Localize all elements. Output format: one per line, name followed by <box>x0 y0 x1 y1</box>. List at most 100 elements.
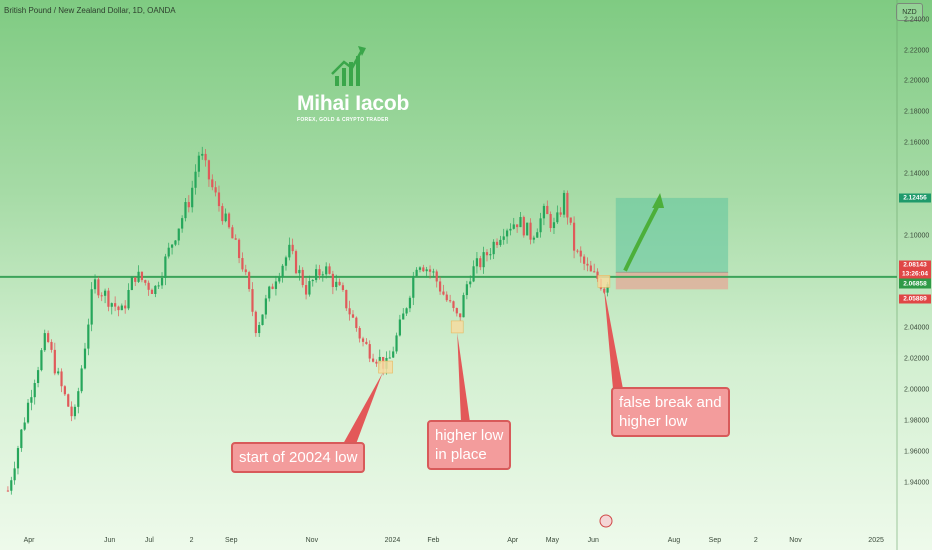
candle-body <box>261 314 264 326</box>
x-tick-label: 2025 <box>868 537 884 544</box>
candle-body <box>47 333 50 342</box>
candle-body <box>127 289 130 309</box>
candle-body <box>304 285 308 295</box>
candle-body <box>87 324 90 349</box>
candle-body <box>234 238 237 240</box>
candle-body <box>184 202 187 219</box>
candle-body <box>569 217 572 223</box>
candle-body <box>291 244 294 252</box>
candle-body <box>559 212 562 215</box>
candle-body <box>432 271 435 273</box>
candle-body <box>16 448 20 469</box>
y-tick-label: 2.14000 <box>904 170 930 178</box>
candle-body <box>593 271 596 273</box>
pattern-zone <box>597 275 611 288</box>
candle-body <box>194 171 197 188</box>
candle-body <box>60 371 63 387</box>
candle-body <box>529 222 532 240</box>
candle-body <box>294 251 298 274</box>
candle-body <box>227 213 231 228</box>
candle-body <box>452 301 455 309</box>
x-tick-label: 2024 <box>384 537 401 544</box>
x-tick-label: Aug <box>667 537 681 544</box>
candle-body <box>482 252 485 268</box>
candle-body <box>271 286 274 289</box>
candle-body <box>509 228 512 231</box>
candle-body <box>211 179 214 188</box>
candle-body <box>318 269 321 276</box>
candle-body <box>150 289 154 294</box>
candle-body <box>90 289 93 325</box>
candle-body <box>405 308 408 314</box>
x-tick-label: Jun <box>587 537 599 544</box>
x-tick-label: Jun <box>104 537 116 544</box>
candle-body <box>117 306 120 311</box>
candle-body <box>536 232 539 238</box>
x-tick-label: Jul <box>144 537 154 544</box>
pointer-higher-low <box>457 332 470 422</box>
y-tick-label: 2.16000 <box>904 139 930 147</box>
currency-button[interactable]: NZD <box>896 3 923 21</box>
candle-body <box>311 280 314 282</box>
candle-body <box>325 266 328 275</box>
candle-body <box>395 335 398 352</box>
y-tick-label: 1.96000 <box>904 448 930 456</box>
y-tick-label: 2.02000 <box>904 355 930 363</box>
candle-body <box>388 357 391 359</box>
candle-body <box>341 285 345 290</box>
candle-body <box>53 349 56 374</box>
x-tick-label: May <box>545 537 559 544</box>
candle-body <box>244 269 247 273</box>
event-marker <box>599 514 613 528</box>
candle-body <box>20 429 23 449</box>
candle-body <box>231 227 234 239</box>
y-tick-label: 1.94000 <box>904 479 930 487</box>
candle-body <box>177 228 180 241</box>
candle-body <box>154 285 157 294</box>
candle-body <box>435 271 438 282</box>
candle-body <box>371 358 375 362</box>
candle-body <box>479 258 482 268</box>
projection-arrow <box>623 204 660 272</box>
candle-body <box>412 276 415 298</box>
brand-name: Mihai Iacob <box>297 92 410 115</box>
candle-body <box>170 244 174 248</box>
pattern-zone <box>378 360 393 374</box>
candle-body <box>6 490 10 492</box>
candle-body <box>485 252 489 256</box>
profit-zone <box>615 197 729 273</box>
candle-body <box>556 212 559 223</box>
candle-body <box>308 281 311 295</box>
y-tick-label: 2.22000 <box>904 47 930 55</box>
candle-body <box>258 325 261 334</box>
candle-body <box>398 319 401 336</box>
candle-body <box>134 277 137 282</box>
candle-body <box>268 286 271 299</box>
annotation-higher-low: higher low in place <box>427 420 512 470</box>
countdown-label: 13:26:04 <box>899 269 931 278</box>
candle-body <box>110 303 113 307</box>
candle-body <box>589 265 592 272</box>
logo-bar <box>342 68 346 86</box>
candle-body <box>120 305 123 311</box>
candle-body <box>338 281 341 286</box>
price-label: 2.12456 <box>899 193 931 203</box>
logo-bar <box>335 76 339 86</box>
candle-body <box>526 222 529 236</box>
candle-body <box>254 311 257 334</box>
x-tick-label: Nov <box>305 537 319 544</box>
candle-body <box>284 257 288 266</box>
candle-body <box>63 386 66 395</box>
price-label: 2.08143 <box>899 260 931 269</box>
candle-body <box>36 370 40 384</box>
candle-body <box>214 187 217 193</box>
x-tick-label: Apr <box>23 537 35 544</box>
logo-arrowhead <box>358 46 366 56</box>
candle-body <box>532 237 535 240</box>
candle-body <box>181 218 184 229</box>
candle-body <box>442 291 445 295</box>
candle-body <box>251 289 254 312</box>
candle-body <box>499 239 502 246</box>
y-tick-label: 2.10000 <box>904 232 930 240</box>
